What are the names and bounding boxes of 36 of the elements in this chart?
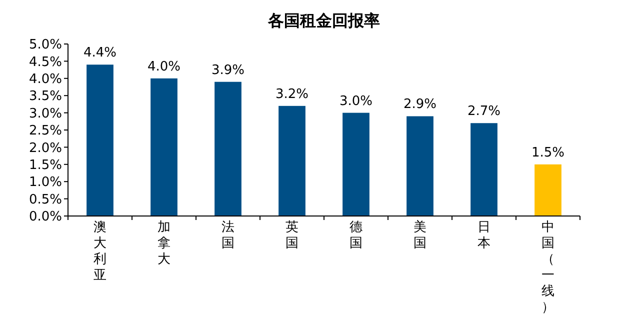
x-tick-label: 美国 — [414, 219, 426, 251]
y-tick-label: 0.5% — [28, 192, 62, 208]
data-label: 3.0% — [339, 94, 373, 109]
y-tick-label: 3.0% — [28, 106, 62, 122]
y-tick-label: 4.0% — [28, 72, 62, 87]
data-label: 4.4% — [83, 46, 117, 61]
bar — [86, 64, 114, 216]
data-label: 3.2% — [275, 86, 309, 102]
y-tick-label: 5.0% — [28, 38, 62, 53]
data-label: 4.0% — [147, 59, 181, 74]
y-tick-label: 3.5% — [28, 89, 62, 104]
x-tick-label: 法国 — [222, 220, 234, 251]
x-tick-label: 加拿大 — [158, 220, 170, 267]
y-tick-label: 1.5% — [28, 158, 62, 173]
bar — [406, 116, 434, 216]
y-tick-label: 2.0% — [28, 140, 62, 156]
y-tick-label: 0.0% — [28, 210, 62, 225]
chart-title: 各国租金回报率 — [267, 11, 380, 30]
bar — [534, 164, 562, 216]
y-tick-label: 2.5% — [28, 124, 62, 139]
x-tick-label: 澳大利亚 — [94, 220, 106, 283]
bar — [150, 78, 178, 216]
y-tick-label: 4.5% — [28, 54, 62, 70]
data-label: 3.9% — [211, 62, 245, 78]
bar — [470, 123, 498, 216]
data-label: 1.5% — [531, 145, 565, 160]
bar — [214, 82, 242, 216]
data-label: 2.7% — [467, 104, 501, 120]
bar — [278, 106, 306, 216]
bar — [342, 112, 370, 216]
data-label: 2.9% — [403, 97, 437, 112]
y-tick-label: 1.0% — [28, 175, 62, 190]
x-tick-label: 日本 — [478, 220, 490, 251]
x-tick-label: 中国（一线） — [542, 220, 554, 315]
x-tick-label: 德国 — [350, 220, 362, 251]
x-tick-label: 英国 — [286, 220, 298, 251]
